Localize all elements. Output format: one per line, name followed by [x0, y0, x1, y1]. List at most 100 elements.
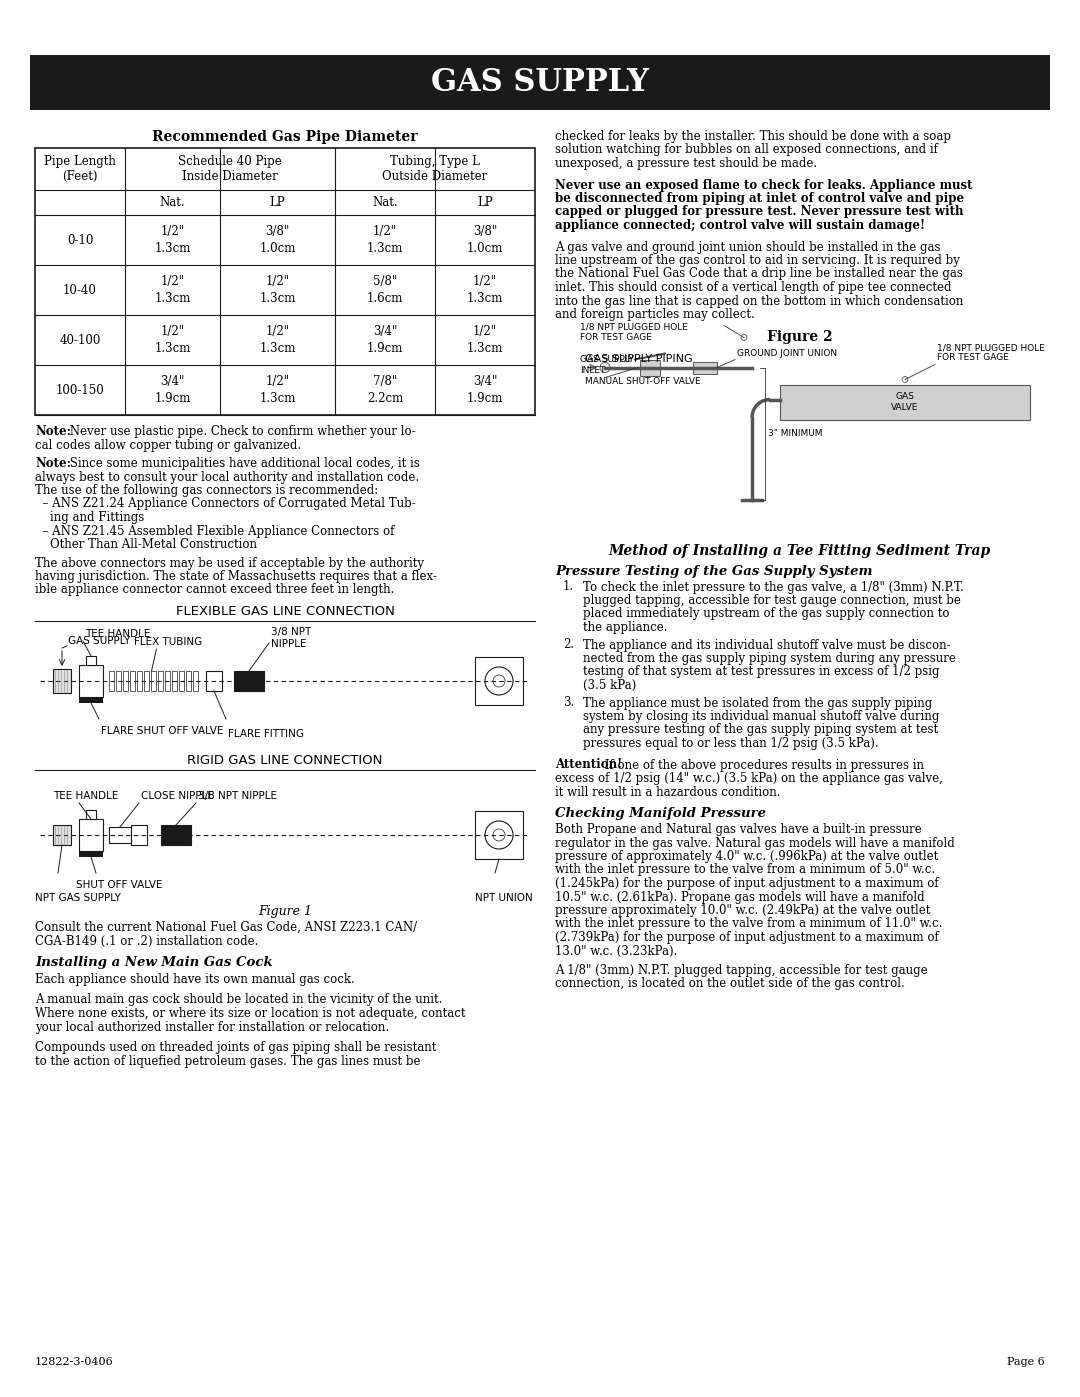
Text: Nat.: Nat.	[373, 196, 397, 210]
Text: 3/8 NPT: 3/8 NPT	[271, 627, 311, 637]
Text: 1.: 1.	[563, 581, 575, 594]
Text: placed immediately upstream of the gas supply connection to: placed immediately upstream of the gas s…	[583, 608, 949, 620]
Text: pressure of approximately 4.0" w.c. (.996kPa) at the valve outlet: pressure of approximately 4.0" w.c. (.99…	[555, 849, 939, 863]
Text: 3/8"
1.0cm: 3/8" 1.0cm	[259, 225, 296, 256]
Text: Each appliance should have its own manual gas cock.: Each appliance should have its own manua…	[35, 972, 354, 986]
Text: Method of Installing a Tee Fitting Sediment Trap: Method of Installing a Tee Fitting Sedim…	[609, 545, 991, 559]
Text: 1/2"
1.3cm: 1/2" 1.3cm	[154, 225, 191, 256]
Bar	[130, 671, 135, 692]
Text: 1/8 NPT PLUGGED HOLE
FOR TEST GAGE: 1/8 NPT PLUGGED HOLE FOR TEST GAGE	[580, 323, 688, 342]
Text: with the inlet pressure to the valve from a minimum of 11.0" w.c.: with the inlet pressure to the valve fro…	[555, 918, 943, 930]
Bar	[123, 671, 129, 692]
Text: 100-150: 100-150	[56, 384, 105, 397]
Text: testing of that system at test pressures in excess of 1/2 psig: testing of that system at test pressures…	[583, 665, 940, 679]
Text: having jurisdiction. The state of Massachusetts requires that a flex-: having jurisdiction. The state of Massac…	[35, 570, 437, 583]
Text: plugged tapping, accessible for test gauge connection, must be: plugged tapping, accessible for test gau…	[583, 594, 961, 608]
Text: GAS SUPPLY: GAS SUPPLY	[431, 67, 649, 98]
Text: To check the inlet pressure to the gas valve, a 1/8" (3mm) N.P.T.: To check the inlet pressure to the gas v…	[583, 581, 963, 594]
Text: 2.: 2.	[563, 638, 575, 651]
Text: pressure approximately 10.0" w.c. (2.49kPa) at the valve outlet: pressure approximately 10.0" w.c. (2.49k…	[555, 904, 930, 916]
Text: any pressure testing of the gas supply piping system at test: any pressure testing of the gas supply p…	[583, 724, 939, 736]
Text: it will result in a hazardous condition.: it will result in a hazardous condition.	[555, 785, 781, 799]
Bar	[79, 697, 103, 703]
Text: FLEXIBLE GAS LINE CONNECTION: FLEXIBLE GAS LINE CONNECTION	[176, 605, 394, 617]
Bar	[109, 827, 131, 842]
Text: Schedule 40 Pipe
Inside Diameter: Schedule 40 Pipe Inside Diameter	[178, 155, 282, 183]
Bar	[116, 671, 121, 692]
Text: nected from the gas supply piping system during any pressure: nected from the gas supply piping system…	[583, 652, 956, 665]
Text: If one of the above procedures results in pressures in: If one of the above procedures results i…	[600, 759, 924, 771]
Text: RIGID GAS LINE CONNECTION: RIGID GAS LINE CONNECTION	[187, 754, 382, 767]
Bar	[172, 671, 177, 692]
Text: Both Propane and Natural gas valves have a built-in pressure: Both Propane and Natural gas valves have…	[555, 823, 921, 835]
Text: SHUT OFF VALVE: SHUT OFF VALVE	[76, 880, 162, 890]
Text: – ANS Z21.45 Assembled Flexible Appliance Connectors of: – ANS Z21.45 Assembled Flexible Applianc…	[35, 524, 394, 538]
Text: Compounds used on threaded joints of gas piping shall be resistant: Compounds used on threaded joints of gas…	[35, 1041, 436, 1053]
Bar	[161, 826, 191, 845]
Text: the National Fuel Gas Code that a drip line be installed near the gas: the National Fuel Gas Code that a drip l…	[555, 267, 963, 281]
Text: Page 6: Page 6	[1008, 1356, 1045, 1368]
Text: 1/2"
1.3cm: 1/2" 1.3cm	[154, 275, 191, 305]
Text: 1/8 NPT PLUGGED HOLE
FOR TEST GAGE: 1/8 NPT PLUGGED HOLE FOR TEST GAGE	[937, 344, 1044, 362]
Text: (1.245kPa) for the purpose of input adjustment to a maximum of: (1.245kPa) for the purpose of input adju…	[555, 877, 939, 890]
Text: the appliance.: the appliance.	[583, 622, 667, 634]
Text: appliance connected; control valve will sustain damage!: appliance connected; control valve will …	[555, 219, 926, 232]
Bar	[151, 671, 156, 692]
Circle shape	[492, 675, 505, 687]
Text: The above connectors may be used if acceptable by the authority: The above connectors may be used if acce…	[35, 556, 424, 570]
Text: Where none exists, or where its size or location is not adequate, contact: Where none exists, or where its size or …	[35, 1007, 465, 1020]
Text: Tubing, Type L
Outside Diameter: Tubing, Type L Outside Diameter	[382, 155, 488, 183]
Text: A 1/8" (3mm) N.P.T. plugged tapping, accessible for test gauge: A 1/8" (3mm) N.P.T. plugged tapping, acc…	[555, 964, 928, 977]
Text: 13.0" w.c. (3.23kPa).: 13.0" w.c. (3.23kPa).	[555, 944, 677, 957]
Text: Pipe Length
(Feet): Pipe Length (Feet)	[44, 155, 116, 183]
Text: your local authorized installer for installation or relocation.: your local authorized installer for inst…	[35, 1020, 389, 1034]
Text: TEE HANDLE: TEE HANDLE	[85, 629, 150, 638]
Text: 3/4"
1.9cm: 3/4" 1.9cm	[367, 326, 403, 355]
Text: NPT UNION: NPT UNION	[475, 893, 532, 902]
Text: The appliance must be isolated from the gas supply piping: The appliance must be isolated from the …	[583, 697, 932, 710]
Bar	[30, 54, 1050, 110]
Text: inlet. This should consist of a vertical length of pipe tee connected: inlet. This should consist of a vertical…	[555, 281, 951, 293]
Bar	[144, 671, 149, 692]
Bar	[137, 671, 141, 692]
Bar	[186, 671, 191, 692]
Text: pressures equal to or less than 1/2 psig (3.5 kPa).: pressures equal to or less than 1/2 psig…	[583, 738, 879, 750]
Bar	[693, 362, 717, 373]
Bar	[86, 810, 96, 819]
Text: 1/2"
1.3cm: 1/2" 1.3cm	[467, 326, 503, 355]
Text: GAS
VALVE: GAS VALVE	[891, 393, 919, 412]
Text: GAS SUPPLY
INLET: GAS SUPPLY INLET	[580, 355, 634, 374]
Text: FLARE SHUT OFF VALVE: FLARE SHUT OFF VALVE	[102, 726, 224, 736]
Text: to the action of liquefied petroleum gases. The gas lines must be: to the action of liquefied petroleum gas…	[35, 1055, 420, 1067]
Text: 7/8"
2.2cm: 7/8" 2.2cm	[367, 374, 403, 405]
Text: 3/8 NPT NIPPLE: 3/8 NPT NIPPLE	[198, 791, 276, 800]
Bar	[234, 671, 264, 692]
Text: Pressure Testing of the Gas Supply System: Pressure Testing of the Gas Supply Syste…	[555, 564, 873, 577]
Text: Since some municipalities have additional local codes, it is: Since some municipalities have additiona…	[66, 457, 420, 469]
Bar	[206, 671, 222, 692]
Text: 3" MINIMUM: 3" MINIMUM	[768, 429, 823, 439]
Text: (3.5 kPa): (3.5 kPa)	[583, 679, 636, 692]
Circle shape	[485, 821, 513, 849]
Bar	[165, 671, 170, 692]
Text: capped or plugged for pressure test. Never pressure test with: capped or plugged for pressure test. Nev…	[555, 205, 963, 218]
Circle shape	[741, 334, 747, 341]
Bar	[131, 826, 147, 845]
Text: 3/4"
1.9cm: 3/4" 1.9cm	[154, 374, 191, 405]
Bar	[475, 812, 523, 859]
Bar	[79, 851, 103, 856]
Text: Figure 1: Figure 1	[258, 905, 312, 918]
Text: 10.5" w.c. (2.61kPa). Propane gas models will have a manifold: 10.5" w.c. (2.61kPa). Propane gas models…	[555, 890, 924, 904]
Text: GAS SUPPLY PIPING: GAS SUPPLY PIPING	[585, 355, 692, 365]
Text: 1/2"
1.3cm: 1/2" 1.3cm	[259, 275, 296, 305]
Bar	[640, 359, 660, 376]
Text: GAS SUPPLY: GAS SUPPLY	[68, 636, 131, 645]
Text: connection, is located on the outlet side of the gas control.: connection, is located on the outlet sid…	[555, 978, 905, 990]
Text: NPT GAS SUPPLY: NPT GAS SUPPLY	[35, 893, 121, 902]
Text: FLARE FITTING: FLARE FITTING	[228, 729, 303, 739]
Text: Note:: Note:	[35, 425, 71, 439]
Text: regulator in the gas valve. Natural gas models will have a manifold: regulator in the gas valve. Natural gas …	[555, 837, 955, 849]
Text: 40-100: 40-100	[59, 334, 100, 346]
Circle shape	[600, 362, 610, 373]
Text: Installing a New Main Gas Cock: Installing a New Main Gas Cock	[35, 956, 272, 970]
